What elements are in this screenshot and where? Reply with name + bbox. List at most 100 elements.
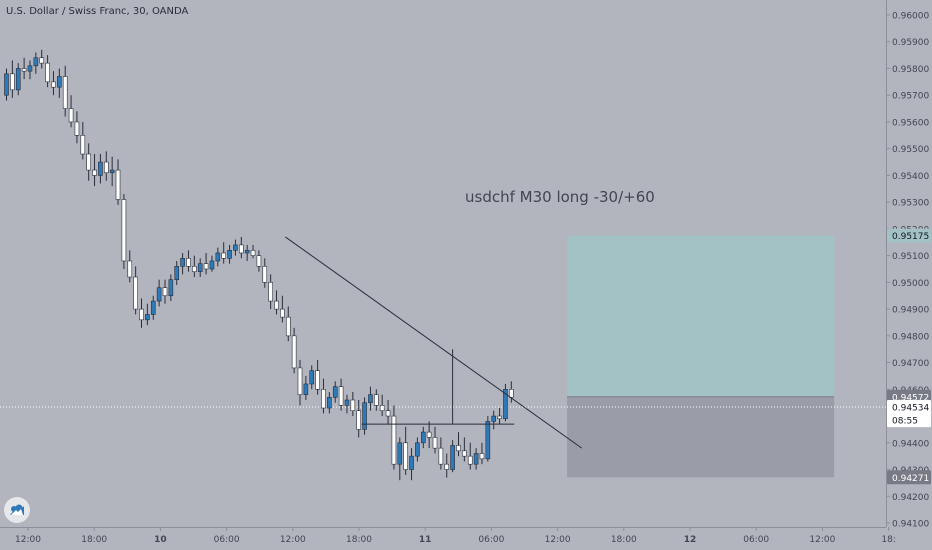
candle-body [350, 399, 356, 412]
time-tick-label: 12:00 [545, 535, 571, 545]
candle-body [420, 431, 426, 444]
candle-body [227, 249, 232, 259]
time-tick-label: 12 [684, 535, 697, 545]
symbol-title: U.S. Dollar / Swiss Franc, 30, OANDA [6, 6, 189, 17]
time-tick-label: 06:00 [214, 535, 240, 545]
time-tick-label: 10 [154, 535, 167, 545]
price-label-target-box [887, 228, 931, 243]
candle-body [321, 389, 326, 409]
price-tick-label: 0.95400 [892, 172, 929, 182]
candle-body [192, 266, 197, 272]
price-tick-label: 0.95500 [892, 145, 929, 155]
candle-body [21, 68, 27, 72]
candle-body [385, 410, 391, 417]
candle-body [438, 447, 444, 465]
tradingview-logo[interactable] [4, 497, 30, 523]
candle-body [497, 415, 502, 420]
candle-body [109, 169, 115, 174]
price-tick-label: 0.94800 [892, 332, 929, 342]
candle-body [180, 258, 185, 267]
candle-body [174, 266, 180, 280]
candle-body [197, 263, 203, 272]
price-tick-label: 0.95600 [892, 118, 929, 128]
candle-body [39, 57, 45, 64]
candle-body [403, 442, 408, 470]
price-tick-label: 0.95800 [892, 65, 929, 75]
candle-body [315, 370, 320, 390]
price-tick-label: 0.94700 [892, 359, 929, 369]
candle-body [344, 399, 350, 406]
time-tick-label: 12:00 [280, 535, 306, 545]
candle-body [309, 370, 315, 385]
price-label-current: 0.94534 [892, 403, 929, 413]
candle-body [133, 276, 138, 310]
candle-body [280, 308, 285, 318]
candle-body [103, 161, 109, 174]
candle-body [409, 455, 414, 470]
candle-body [98, 161, 103, 176]
candle-body [291, 335, 297, 369]
long-position-stop-zone [567, 396, 835, 478]
price-scale-panel [886, 0, 932, 550]
candle-body [68, 108, 74, 123]
candle-body [368, 394, 373, 403]
candle-body [462, 450, 467, 457]
candle-body [121, 199, 127, 262]
candle-body [239, 244, 244, 254]
candle-body [327, 397, 332, 409]
candle-body [473, 453, 479, 465]
cloud-logo-icon [10, 504, 24, 515]
candle-body [397, 442, 403, 465]
candle-body [362, 402, 367, 430]
candle-body [432, 437, 438, 449]
time-tick-label: 11 [419, 535, 432, 545]
trade-annotation-text: usdchf M30 long -30/+60 [465, 188, 655, 206]
candle-body [467, 455, 473, 465]
price-tick-label: 0.94100 [892, 520, 929, 530]
time-scale-panel [0, 527, 886, 550]
candle-body [74, 121, 80, 136]
price-label-entry: 0.94572 [892, 393, 929, 403]
price-tick-label: 0.96000 [892, 12, 929, 22]
candle-body [203, 263, 209, 270]
candle-body [426, 431, 432, 438]
price-label-countdown-box [887, 413, 931, 428]
price-tick-label: 0.94400 [892, 439, 929, 449]
candle-body [115, 169, 121, 200]
time-tick-label: 18:00 [346, 535, 372, 545]
price-tick-label: 0.95900 [892, 38, 929, 48]
candle-body [503, 389, 508, 420]
price-label-stop: 0.94271 [892, 474, 929, 484]
candle-body [209, 260, 215, 270]
long-position-profit-zone [567, 235, 835, 397]
candle-body [4, 73, 9, 96]
candle-body [450, 445, 455, 470]
price-tick-label: 0.95100 [892, 252, 929, 262]
candle-body [303, 383, 309, 395]
candle-body [391, 415, 397, 465]
price-label-target: 0.95175 [892, 232, 929, 242]
time-tick-label: 12:00 [809, 535, 835, 545]
candle-body [485, 421, 491, 460]
candle-body [162, 287, 168, 297]
candle-body [168, 279, 174, 297]
candle-body [221, 252, 226, 259]
candle-body [332, 386, 338, 398]
time-tick-label: 18:00 [81, 535, 107, 545]
time-tick-label: 12:00 [15, 535, 41, 545]
time-tick-label: 18:00 [611, 535, 637, 545]
time-tick-label: 06:00 [478, 535, 504, 545]
candle-body [444, 463, 450, 470]
price-tick-label: 0.94200 [892, 493, 929, 503]
price-tick-label: 0.95300 [892, 199, 929, 209]
candle-body [509, 389, 514, 398]
price-tick-label: 0.95700 [892, 92, 929, 102]
candle-body [285, 316, 291, 337]
candle-body [51, 81, 56, 88]
candle-body [233, 244, 238, 251]
candle-body [262, 266, 268, 283]
candle-body [456, 445, 461, 452]
trendline [285, 236, 583, 449]
